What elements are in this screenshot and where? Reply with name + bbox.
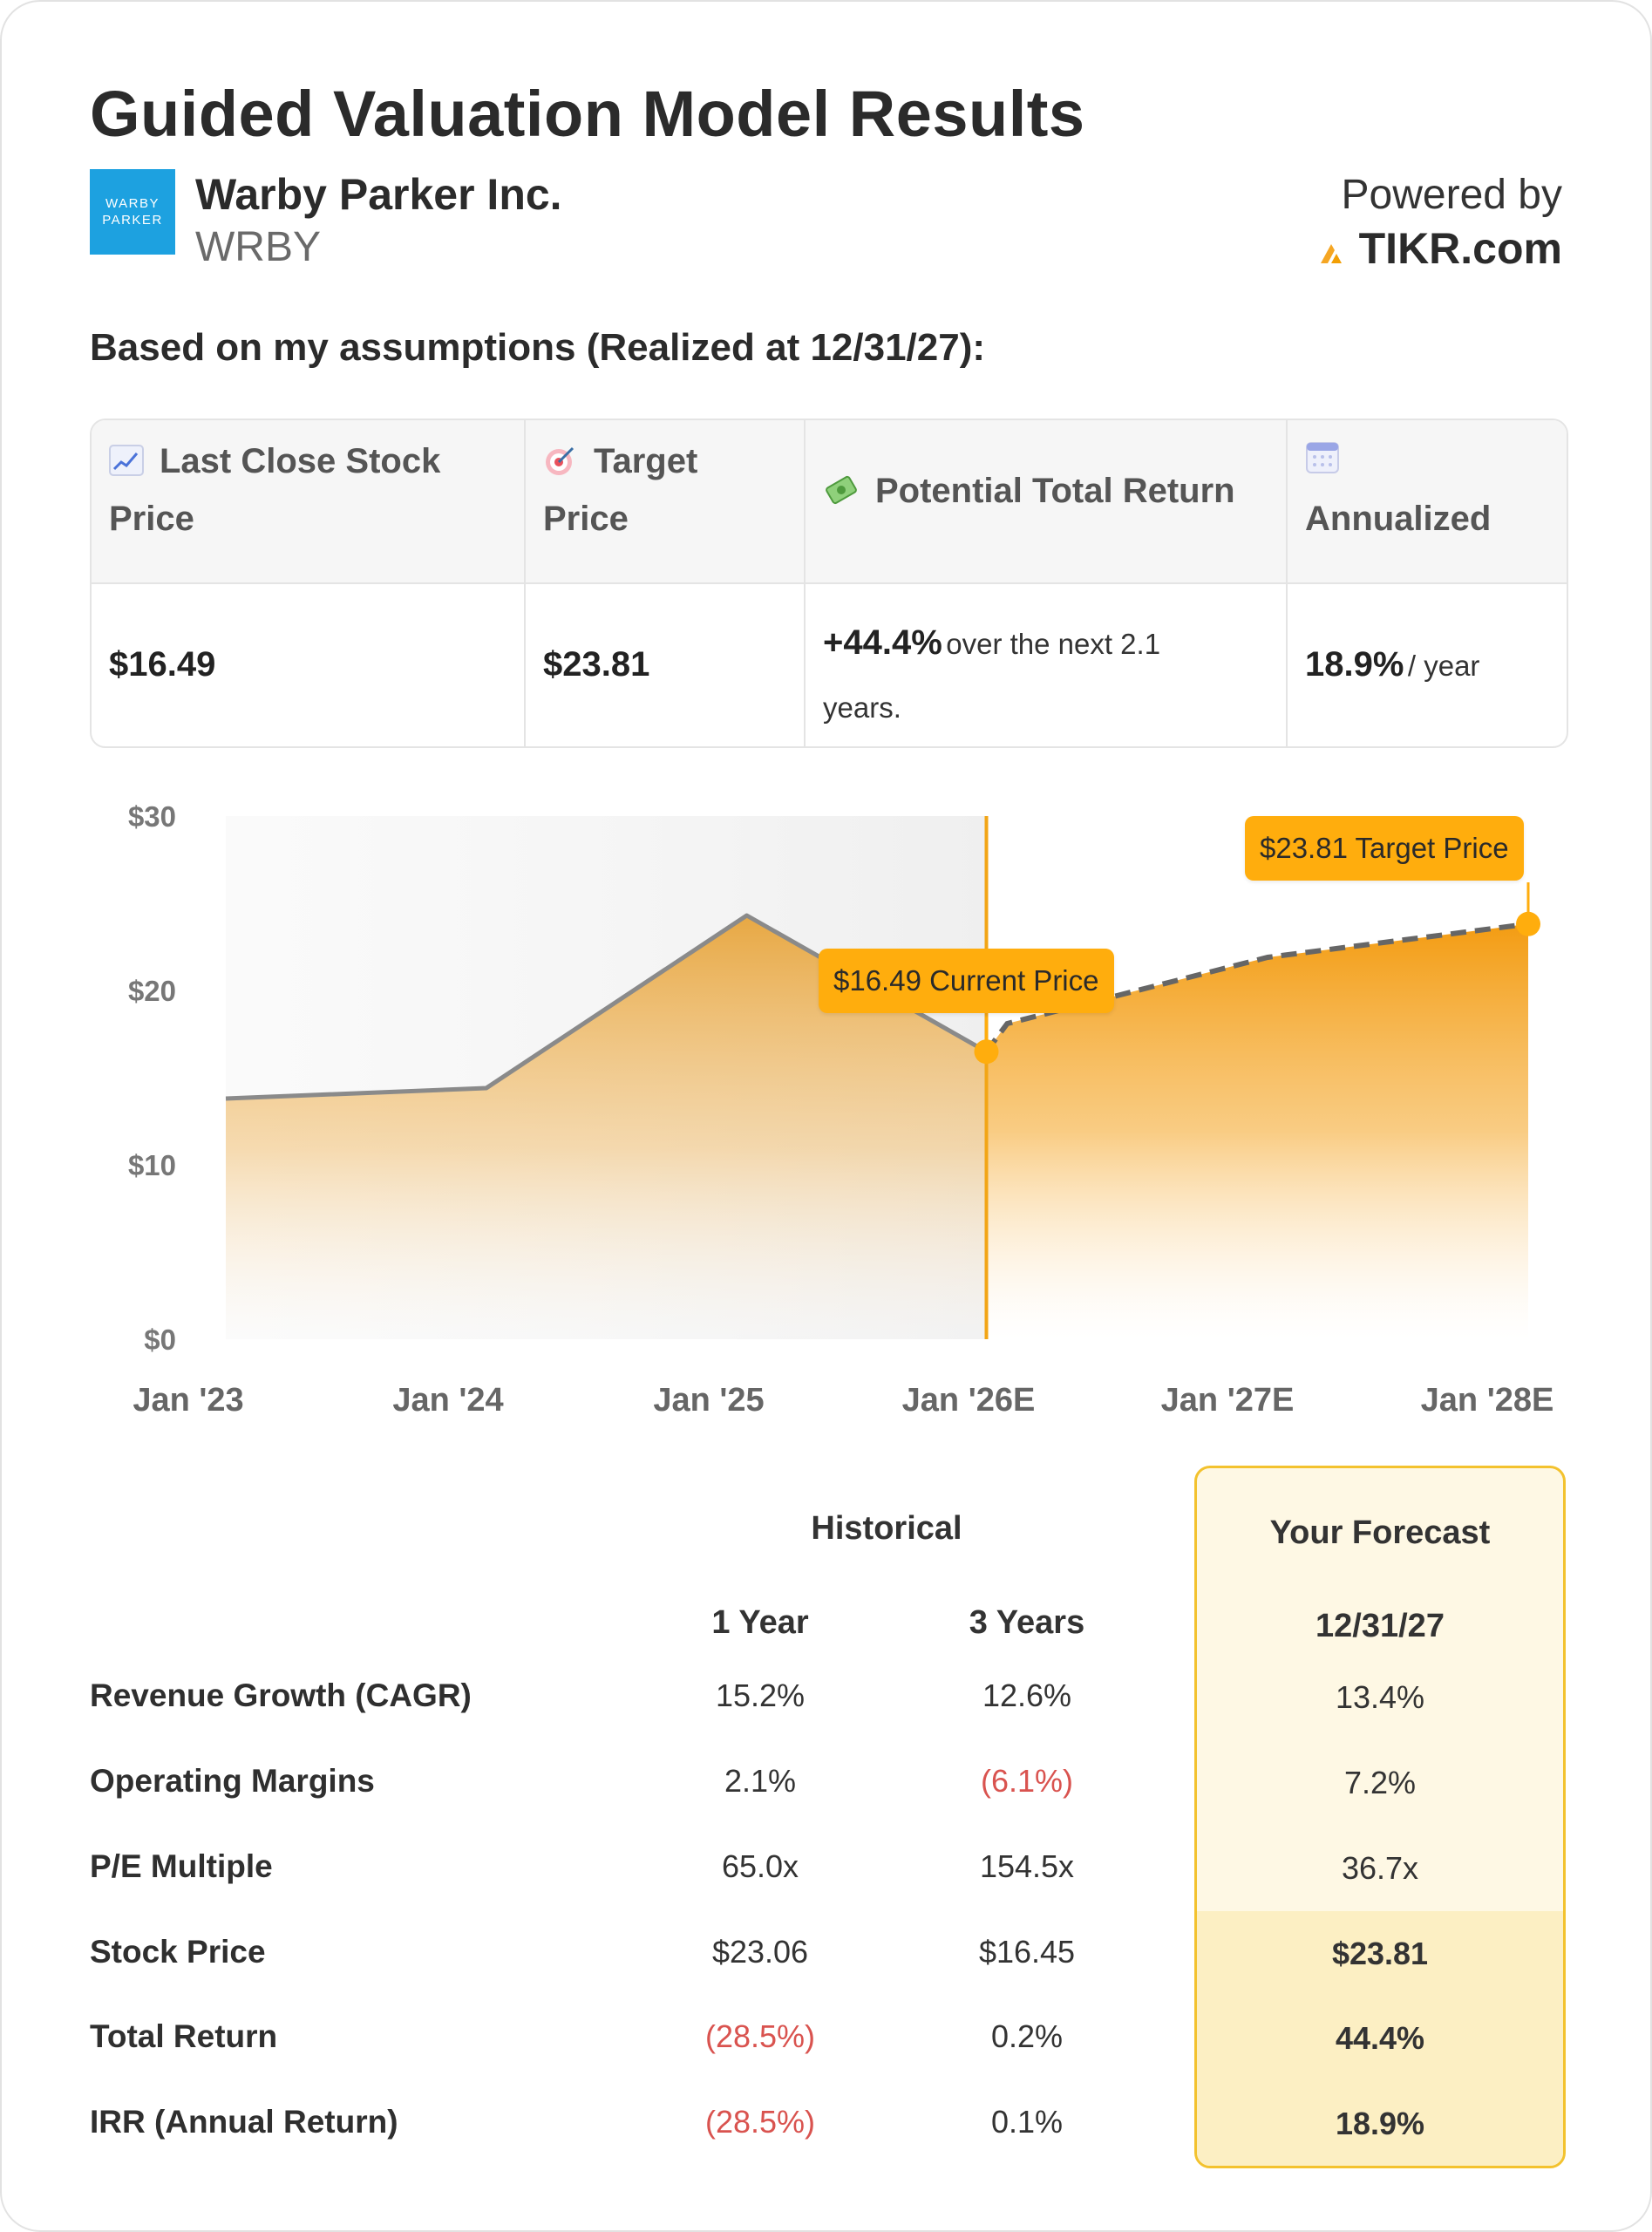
target-label-2: Price [543, 500, 629, 538]
return-sub-2: years. [823, 691, 901, 724]
annualized-sub: / year [1407, 650, 1480, 682]
return-label: Potential Total Return [875, 472, 1235, 510]
three-year-value: 0.1% [990, 2104, 1064, 2140]
header-annualized: Annualized [1288, 432, 1567, 548]
one-year-value: 65.0x [721, 1848, 799, 1884]
three-year-value: 0.2% [990, 2018, 1064, 2054]
x-tick-label: Jan '28E [1421, 1382, 1554, 1419]
annualized-value-cell: 18.9% / year [1288, 645, 1567, 684]
forecast-column [1194, 1466, 1566, 2168]
summary-table: Last Close Stock Price Target Price Pote [90, 418, 1568, 748]
row-label: Total Return [90, 2018, 278, 2054]
y-tick-label: $20 [128, 975, 176, 1007]
header-target: Target Price [526, 432, 804, 548]
price-chart: $30 $20 $10 $0 Jan '23 Jan '24 Jan '25 Jan '26E… [128, 800, 1554, 1419]
annualized-label: Annualized [1305, 500, 1492, 538]
y-tick-label: $30 [128, 800, 176, 833]
forecast-title: Your Forecast [1269, 1514, 1491, 1551]
header-last-close: Last Close Stock Price [92, 432, 524, 548]
current-price-point [974, 1039, 999, 1065]
one-year-value: 15.2% [715, 1677, 806, 1713]
historical-area [226, 915, 987, 1339]
row-label: P/E Multiple [90, 1848, 273, 1884]
annualized-value: 18.9% [1305, 645, 1404, 684]
calendar-icon [1306, 442, 1339, 473]
x-tick-label: Jan '25 [653, 1382, 764, 1419]
forecast-value: 36.7x [1341, 1850, 1419, 1886]
return-sub-1: over the next 2.1 [946, 628, 1161, 660]
forecast-value: 7.2% [1343, 1765, 1417, 1800]
forecast-value: $23.81 [1331, 1936, 1429, 1971]
one-year-value: (28.5%) [704, 2018, 816, 2054]
target-value: $23.81 [543, 645, 650, 684]
x-tick-label: Jan '23 [133, 1382, 243, 1419]
three-year-value: 12.6% [982, 1677, 1072, 1713]
chart-up-icon [109, 445, 144, 476]
target-price-point [1516, 911, 1540, 936]
forecast-highlight [1197, 1911, 1563, 2166]
one-year-value: $23.06 [711, 1934, 809, 1970]
y-tick-label: $0 [144, 1324, 176, 1356]
return-value: +44.4% [823, 623, 942, 662]
col-3-years: 3 Years [969, 1604, 1085, 1641]
last-close-label-2: Price [109, 500, 194, 538]
historical-title: Historical [811, 1510, 962, 1547]
company-ticker: WRBY [195, 224, 321, 270]
forecast-value: 44.4% [1335, 2020, 1425, 2056]
forecast-value: 18.9% [1335, 2106, 1425, 2141]
three-year-value: 154.5x [979, 1848, 1075, 1884]
last-close-value: $16.49 [109, 645, 216, 684]
powered-by-label: Powered by [1341, 172, 1562, 218]
target-price-callout: $23.81 Target Price [1245, 816, 1524, 881]
target-icon [546, 446, 574, 475]
brand-name: TIKR.com [1358, 224, 1562, 273]
one-year-value: 2.1% [724, 1763, 797, 1799]
row-label: Operating Margins [90, 1763, 375, 1799]
header-return: Potential Total Return [806, 462, 1286, 520]
three-year-value: (6.1%) [980, 1763, 1074, 1799]
assumptions-heading: Based on my assumptions (Realized at 12/… [90, 326, 986, 369]
row-label: Revenue Growth (CAGR) [90, 1677, 472, 1713]
col-1-year: 1 Year [711, 1604, 809, 1641]
last-close-label: Last Close Stock [160, 442, 441, 480]
x-tick-label: Jan '24 [392, 1382, 503, 1419]
current-price-callout: $16.49 Current Price [819, 949, 1114, 1013]
page-title: Guided Valuation Model Results [90, 78, 1085, 150]
logo-text-line1: WARBY [105, 196, 160, 211]
col-forecast-date: 12/31/27 [1315, 1608, 1445, 1644]
one-year-value: (28.5%) [704, 2104, 816, 2140]
row-label: Stock Price [90, 1934, 266, 1970]
company-name: Warby Parker Inc. [195, 170, 562, 219]
x-tick-label: Jan '27E [1161, 1382, 1295, 1419]
company-logo: WARBY PARKER [90, 169, 175, 255]
y-tick-label: $10 [128, 1149, 176, 1181]
money-icon [826, 475, 857, 505]
tikr-logo-icon [1320, 243, 1342, 263]
return-value-cell: +44.4% over the next 2.1 years. [806, 614, 1286, 743]
forecast-value: 13.4% [1335, 1679, 1425, 1715]
brand-link[interactable]: TIKR.com [1319, 223, 1562, 274]
forecast-area [986, 923, 1528, 1339]
three-year-value: $16.45 [978, 1934, 1076, 1970]
x-tick-label: Jan '26E [902, 1382, 1036, 1419]
logo-text-line2: PARKER [102, 213, 163, 228]
target-label: Target [594, 442, 698, 480]
row-label: IRR (Annual Return) [90, 2104, 398, 2140]
